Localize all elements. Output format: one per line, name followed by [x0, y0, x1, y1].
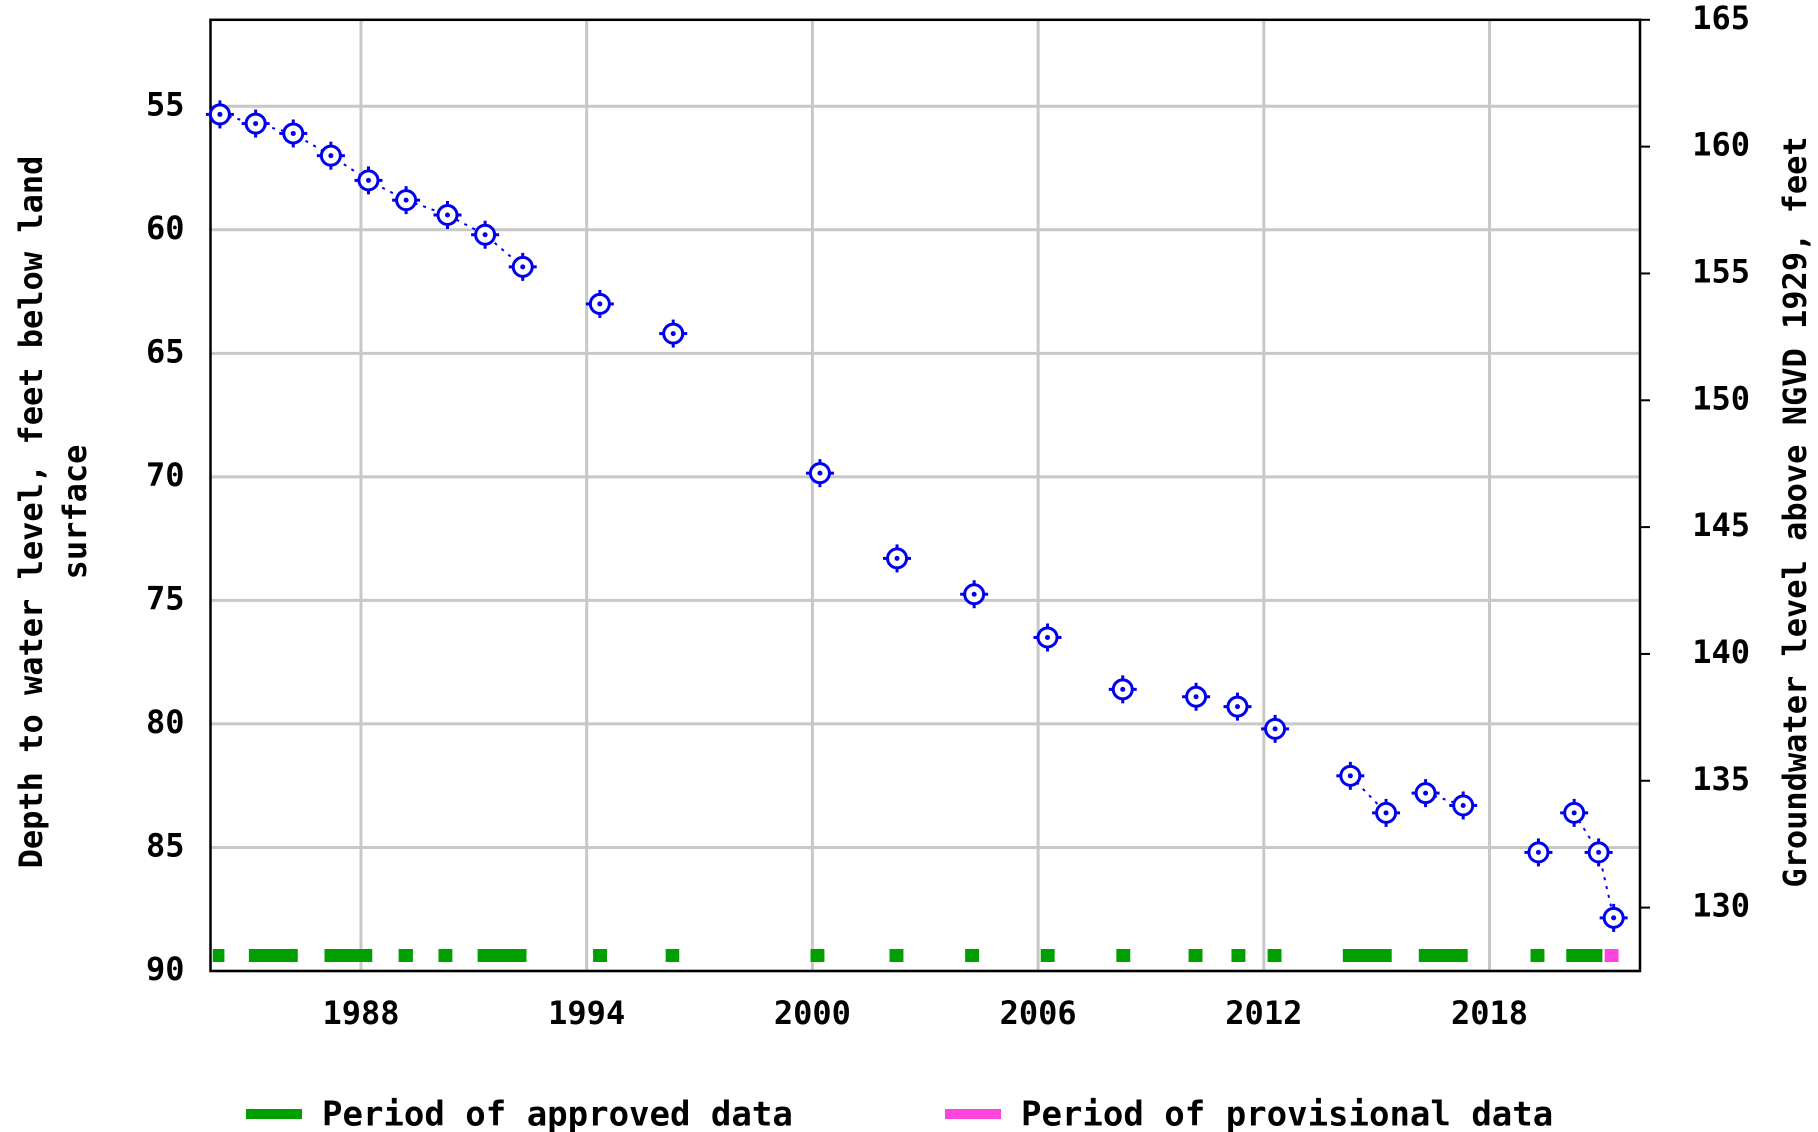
- y2-tick-label: 155: [1692, 252, 1750, 290]
- x-tick-label: 2018: [1451, 994, 1528, 1032]
- data-point: [805, 459, 834, 488]
- y2-tick-label: 150: [1692, 379, 1750, 417]
- data-point: [1033, 623, 1062, 652]
- y-tick-label: 70: [146, 456, 185, 494]
- y2-tick-label: 165: [1692, 0, 1750, 37]
- data-point: [205, 100, 234, 129]
- y2-tick-label: 140: [1692, 633, 1750, 671]
- y2-tick-label: 135: [1692, 760, 1750, 798]
- period-bar: [248, 949, 298, 962]
- period-bar: [810, 949, 825, 962]
- data-point: [1336, 761, 1365, 790]
- period-bar: [1604, 949, 1619, 962]
- data-point: [1223, 692, 1252, 721]
- data-point: [1411, 779, 1440, 808]
- period-bar: [1267, 949, 1282, 962]
- data-point: [1524, 838, 1553, 867]
- data-point: [883, 544, 912, 573]
- period-bar: [477, 949, 527, 962]
- y-tick-label: 85: [146, 826, 185, 864]
- period-bar: [889, 949, 904, 962]
- data-point: [1372, 798, 1401, 827]
- data-point: [1560, 798, 1589, 827]
- y2-axis-label: Groundwater level above NGVD 1929, feet: [1776, 136, 1814, 887]
- x-tick-label: 2012: [1225, 994, 1302, 1032]
- x-tick-label: 2006: [1000, 994, 1077, 1032]
- y-tick-label: 80: [146, 703, 185, 741]
- period-bar: [1566, 949, 1603, 962]
- data-point: [1182, 682, 1211, 711]
- data-point: [433, 200, 462, 229]
- data-point: [1261, 714, 1290, 743]
- y-axis-label: Depth to water level, feet below land: [12, 156, 50, 869]
- period-bar: [1418, 949, 1468, 962]
- y-tick-label: 60: [146, 209, 185, 247]
- period-bar: [398, 949, 413, 962]
- period-bar: [1530, 949, 1545, 962]
- y-tick-label: 65: [146, 332, 185, 370]
- period-bar: [1188, 949, 1203, 962]
- legend-label: Period of approved data: [322, 1095, 793, 1132]
- y-tick-label: 90: [146, 950, 185, 988]
- period-bar: [1342, 949, 1392, 962]
- data-point: [354, 166, 383, 195]
- x-tick-label: 2000: [774, 994, 851, 1032]
- data-line: [1425, 792, 1464, 807]
- plot-background: [210, 19, 1640, 972]
- data-point: [1599, 903, 1628, 932]
- data-point: [1449, 791, 1478, 820]
- period-bar: [593, 949, 607, 962]
- y-tick-label: 75: [146, 579, 185, 617]
- x-tick-label: 1994: [548, 994, 625, 1032]
- data-point: [960, 580, 989, 609]
- period-bar: [438, 949, 453, 962]
- data-point: [241, 109, 270, 138]
- data-point: [316, 141, 345, 170]
- period-bar: [212, 949, 225, 962]
- legend-label: Period of provisional data: [1021, 1095, 1553, 1132]
- data-point: [1584, 838, 1613, 867]
- y2-tick-label: 130: [1692, 887, 1750, 925]
- data-point: [1108, 675, 1137, 704]
- period-bar: [665, 949, 680, 962]
- period-bar: [1040, 949, 1055, 962]
- y-tick-label: 55: [146, 85, 185, 123]
- x-tick-label: 1988: [322, 994, 399, 1032]
- period-bar: [965, 949, 980, 962]
- data-point: [471, 220, 500, 249]
- y2-tick-label: 160: [1692, 126, 1750, 164]
- data-point: [508, 252, 537, 281]
- period-bar: [1116, 949, 1131, 962]
- data-point: [392, 186, 421, 215]
- data-point: [585, 289, 614, 318]
- data-point: [659, 319, 688, 348]
- plot-frame: [209, 18, 1642, 973]
- y-axis-label: surface: [56, 445, 94, 580]
- period-bar: [1231, 949, 1246, 962]
- y2-tick-label: 145: [1692, 506, 1750, 544]
- period-bar: [324, 949, 373, 962]
- data-point: [279, 119, 308, 148]
